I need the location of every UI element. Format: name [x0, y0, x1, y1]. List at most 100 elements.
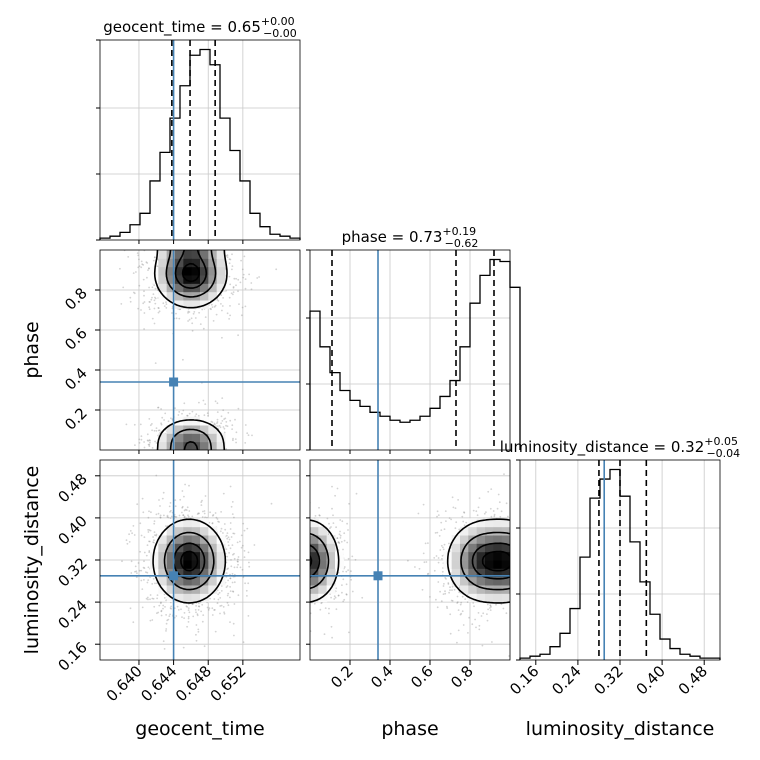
sample-point — [448, 517, 451, 519]
sample-point — [454, 507, 457, 510]
sample-point — [260, 455, 262, 457]
density-cell — [200, 585, 209, 594]
density-cell — [175, 576, 184, 586]
sample-point — [298, 583, 300, 585]
sample-point — [168, 468, 170, 470]
sample-point — [339, 537, 342, 539]
density-cell — [451, 560, 461, 569]
sample-point — [202, 484, 204, 486]
sample-point — [165, 622, 168, 625]
sample-point — [197, 246, 199, 248]
sample-point — [456, 601, 459, 603]
truth-marker — [169, 377, 179, 387]
sample-point — [202, 455, 204, 457]
density-cell — [208, 576, 218, 586]
sample-point — [158, 429, 161, 432]
density-panel-geocent_time-luminosity_distance — [99, 459, 301, 661]
sample-point — [437, 514, 440, 516]
density-cell — [216, 441, 226, 450]
sample-point — [301, 566, 303, 568]
sample-point — [183, 244, 185, 246]
density-cell — [501, 551, 510, 561]
sample-point — [458, 528, 461, 531]
sample-point — [193, 452, 195, 454]
sample-point — [191, 247, 193, 249]
sample-point — [190, 452, 192, 454]
sample-point — [523, 551, 525, 553]
sample-point — [201, 499, 203, 502]
sample-point — [301, 653, 303, 655]
sample-point — [345, 593, 348, 596]
sample-point — [155, 430, 158, 432]
sample-point — [339, 530, 341, 533]
sample-point — [429, 596, 431, 598]
sample-point — [204, 244, 206, 246]
histogram-panel-luminosity_distance: luminosity_distance = 0.32+0.05 −0.04 — [500, 435, 740, 661]
density-cell — [158, 551, 168, 561]
sample-point — [489, 605, 492, 607]
sample-point — [524, 559, 526, 561]
density-cell — [200, 283, 209, 293]
sample-point — [216, 411, 219, 413]
sample-point — [202, 510, 204, 513]
sample-point — [232, 437, 234, 440]
sample-point — [183, 612, 186, 614]
sample-point — [304, 521, 306, 523]
sample-point — [306, 569, 308, 571]
sample-point — [233, 566, 236, 569]
sample-point — [130, 560, 133, 563]
sample-point — [337, 594, 340, 597]
sample-point — [229, 586, 232, 588]
sample-point — [145, 554, 148, 557]
sample-point — [281, 524, 283, 526]
sample-point — [295, 564, 297, 566]
sample-point — [486, 603, 489, 606]
sample-point — [517, 587, 519, 589]
density-cell — [158, 266, 168, 276]
density-cell — [166, 585, 176, 594]
sample-point — [338, 542, 341, 545]
sample-point — [222, 606, 225, 608]
sample-point — [139, 550, 142, 553]
sample-point — [140, 438, 143, 441]
sample-point — [290, 563, 292, 565]
sample-point — [157, 512, 160, 515]
sample-point — [248, 273, 251, 276]
sample-point — [169, 457, 171, 459]
density-cell — [208, 433, 218, 443]
sample-point — [345, 583, 348, 586]
sample-point — [258, 276, 260, 278]
sample-point — [162, 640, 165, 643]
sample-point — [194, 242, 196, 244]
sample-point — [530, 534, 532, 536]
sample-point — [490, 606, 492, 608]
sample-point — [204, 244, 206, 246]
sample-point — [195, 451, 197, 453]
density-cell — [200, 568, 209, 578]
sample-point — [289, 519, 291, 521]
sample-point — [354, 558, 357, 561]
sample-point — [291, 532, 293, 534]
sample-point — [327, 533, 330, 535]
sample-point — [221, 420, 224, 422]
sample-point — [526, 588, 528, 590]
sample-point — [130, 572, 133, 574]
x-axis-label: luminosity_distance — [526, 718, 715, 740]
density-cell — [310, 551, 319, 561]
sample-point — [225, 586, 228, 589]
sample-point — [243, 556, 246, 559]
sample-point — [179, 457, 181, 459]
sample-point — [450, 599, 453, 602]
sample-point — [120, 303, 123, 305]
sample-point — [304, 518, 306, 520]
x-tick-label: 0.6 — [407, 662, 437, 692]
sample-point — [530, 576, 532, 578]
sample-point — [218, 242, 220, 244]
sample-point — [303, 577, 305, 579]
sample-point — [137, 562, 140, 564]
sample-point — [134, 444, 136, 446]
sample-point — [192, 615, 195, 618]
sample-point — [448, 542, 450, 545]
density-cell — [150, 560, 159, 569]
sample-point — [440, 521, 443, 524]
